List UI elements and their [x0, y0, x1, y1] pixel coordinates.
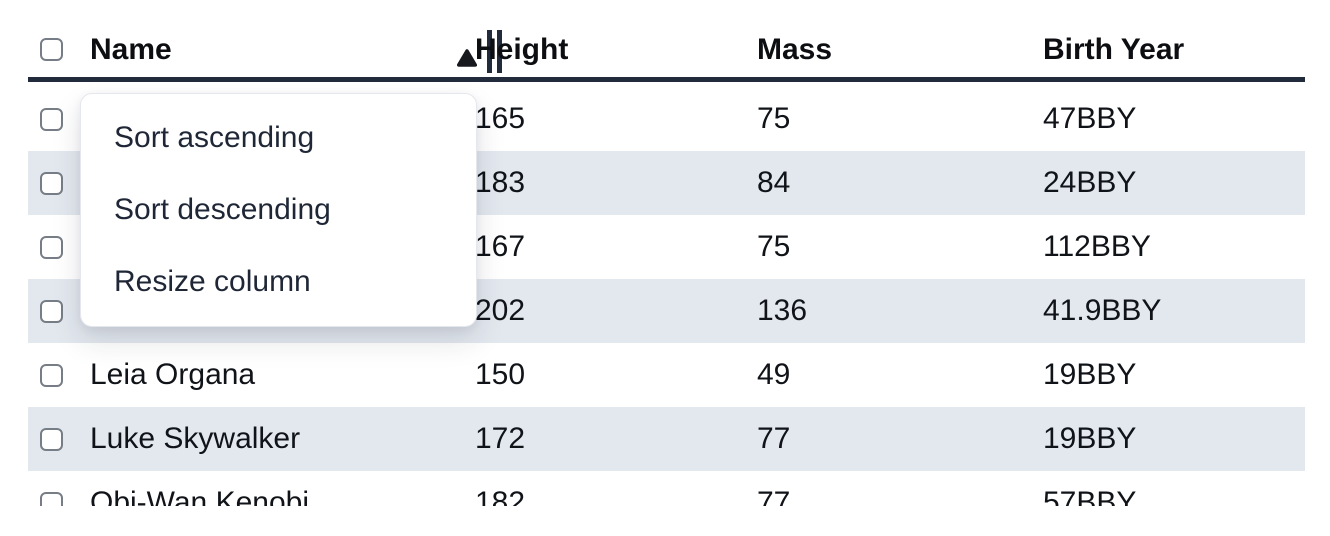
- cell-name: Obi-Wan Kenobi: [90, 486, 309, 506]
- row-checkbox-cell: [28, 235, 90, 259]
- row-checkbox-cell: [28, 107, 90, 131]
- row-checkbox[interactable]: [40, 491, 63, 506]
- cell-birth-year: 57BBY: [1043, 486, 1137, 506]
- cell-height: 167: [475, 230, 526, 263]
- row-checkbox-cell: [28, 491, 90, 506]
- column-header-height-label: Height: [475, 32, 569, 66]
- cell-birth-year: 47BBY: [1043, 102, 1137, 135]
- table-viewport: Name Height Mass Birth Year: [28, 0, 1305, 506]
- column-header-mass-label: Mass: [757, 32, 833, 66]
- resize-bar-icon: [487, 30, 492, 73]
- cell-birth-year: 24BBY: [1043, 166, 1137, 199]
- row-checkbox-cell: [28, 363, 90, 387]
- cell-mass: 84: [757, 166, 791, 199]
- sort-ascending-icon: [456, 41, 478, 75]
- cell-mass: 136: [757, 294, 808, 327]
- select-all-checkbox[interactable]: [40, 38, 63, 61]
- row-checkbox-cell: [28, 171, 90, 195]
- column-header-mass[interactable]: Mass: [757, 0, 1043, 77]
- table-header-row: Name Height Mass Birth Year: [28, 0, 1305, 82]
- menu-item-resize-column[interactable]: Resize column: [114, 265, 311, 298]
- cell-mass: 75: [757, 230, 791, 263]
- cell-height: 202: [475, 294, 526, 327]
- row-checkbox[interactable]: [40, 299, 63, 323]
- cell-height: 172: [475, 422, 526, 455]
- table-row: Obi-Wan Kenobi 182 77 57BBY: [28, 471, 1305, 506]
- cell-birth-year: 19BBY: [1043, 422, 1137, 455]
- cell-birth-year: 19BBY: [1043, 358, 1137, 391]
- resize-bar-icon: [497, 30, 502, 73]
- row-checkbox-cell: [28, 299, 90, 323]
- cell-birth-year: 41.9BBY: [1043, 294, 1162, 327]
- row-checkbox[interactable]: [40, 235, 63, 259]
- menu-item-sort-descending[interactable]: Sort descending: [114, 193, 331, 226]
- cell-mass: 77: [757, 422, 791, 455]
- cell-height: 183: [475, 166, 526, 199]
- column-resize-handle[interactable]: [487, 30, 502, 73]
- row-checkbox[interactable]: [40, 363, 63, 387]
- column-header-height[interactable]: Height: [475, 0, 757, 77]
- cell-height: 165: [475, 102, 526, 135]
- cell-name: Luke Skywalker: [90, 422, 301, 455]
- cell-mass: 75: [757, 102, 791, 135]
- row-checkbox[interactable]: [40, 107, 63, 131]
- cell-height: 150: [475, 358, 526, 391]
- column-header-birth-year[interactable]: Birth Year: [1043, 0, 1305, 77]
- menu-item-sort-ascending[interactable]: Sort ascending: [114, 121, 315, 154]
- cell-height: 182: [475, 486, 526, 506]
- cell-mass: 49: [757, 358, 791, 391]
- column-context-menu: Sort ascending Sort descending Resize co…: [80, 93, 477, 327]
- column-header-name[interactable]: Name: [90, 0, 502, 77]
- column-header-name-label: Name: [90, 32, 172, 66]
- table-row: Leia Organa 150 49 19BBY: [28, 343, 1305, 407]
- cell-name: Leia Organa: [90, 358, 256, 391]
- row-checkbox[interactable]: [40, 171, 63, 195]
- cell-birth-year: 112BBY: [1043, 230, 1151, 263]
- table-row: Luke Skywalker 172 77 19BBY: [28, 407, 1305, 471]
- row-checkbox[interactable]: [40, 427, 63, 451]
- select-all-cell: [28, 0, 90, 77]
- row-checkbox-cell: [28, 427, 90, 451]
- column-header-birth-year-label: Birth Year: [1043, 32, 1185, 66]
- cell-mass: 77: [757, 486, 791, 506]
